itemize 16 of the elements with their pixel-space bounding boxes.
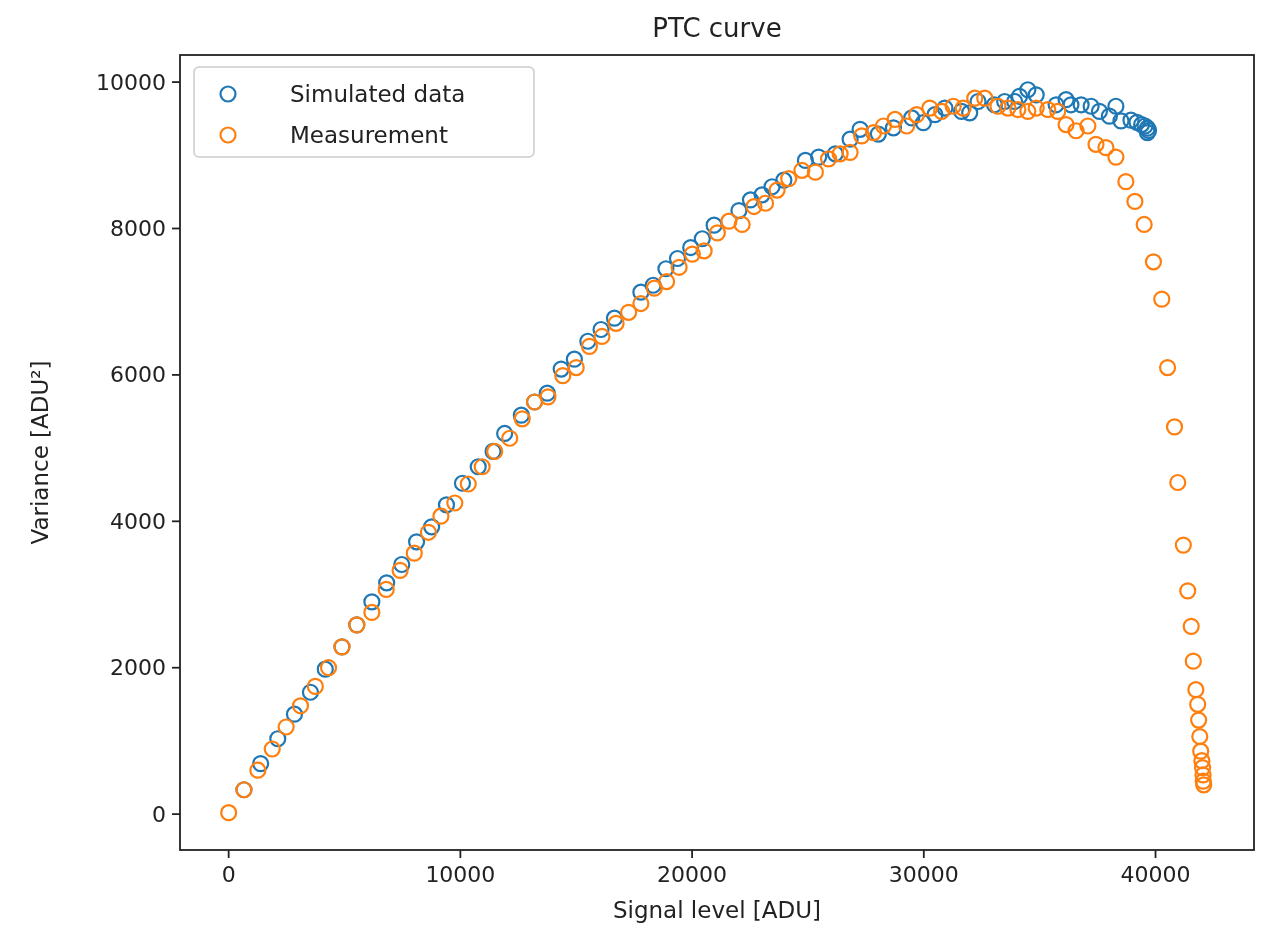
x-tick-label: 30000	[888, 862, 959, 887]
x-tick-label: 20000	[657, 862, 728, 887]
y-tick-label: 2000	[110, 655, 166, 681]
chart-title: PTC curve	[652, 13, 782, 43]
y-axis-title: Variance [ADU²]	[27, 360, 53, 545]
y-tick-label: 4000	[110, 508, 166, 534]
x-tick-label: 0	[221, 862, 236, 887]
y-tick-label: 8000	[110, 215, 166, 241]
x-axis-title: Signal level [ADU]	[612, 897, 822, 923]
x-tick-label: 10000	[425, 862, 496, 887]
legend-label: Measurement	[290, 122, 448, 148]
y-tick-label: 6000	[110, 362, 166, 388]
x-tick-label: 40000	[1120, 862, 1191, 887]
y-tick-label: 10000	[96, 69, 166, 95]
y-tick-label: 0	[152, 801, 166, 827]
legend-label: Simulated data	[290, 81, 466, 107]
